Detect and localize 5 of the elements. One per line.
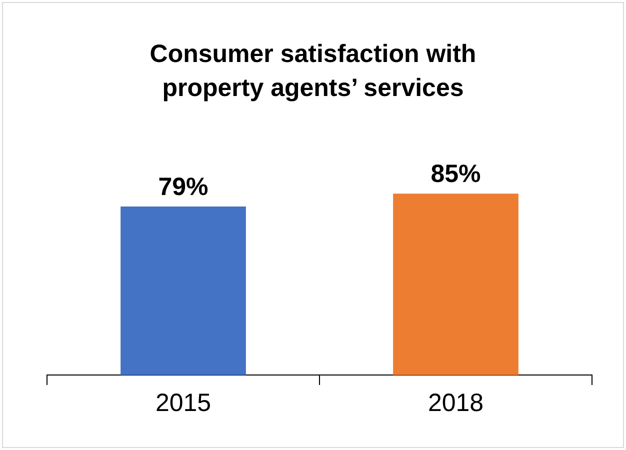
data-label: 85% [430, 160, 481, 188]
x-tick-label: 2018 [428, 388, 484, 417]
x-tick-label: 2015 [155, 388, 212, 417]
chart-title: Consumer satisfaction with property agents’ services [148, 39, 478, 104]
data-label: 79% [158, 172, 208, 201]
